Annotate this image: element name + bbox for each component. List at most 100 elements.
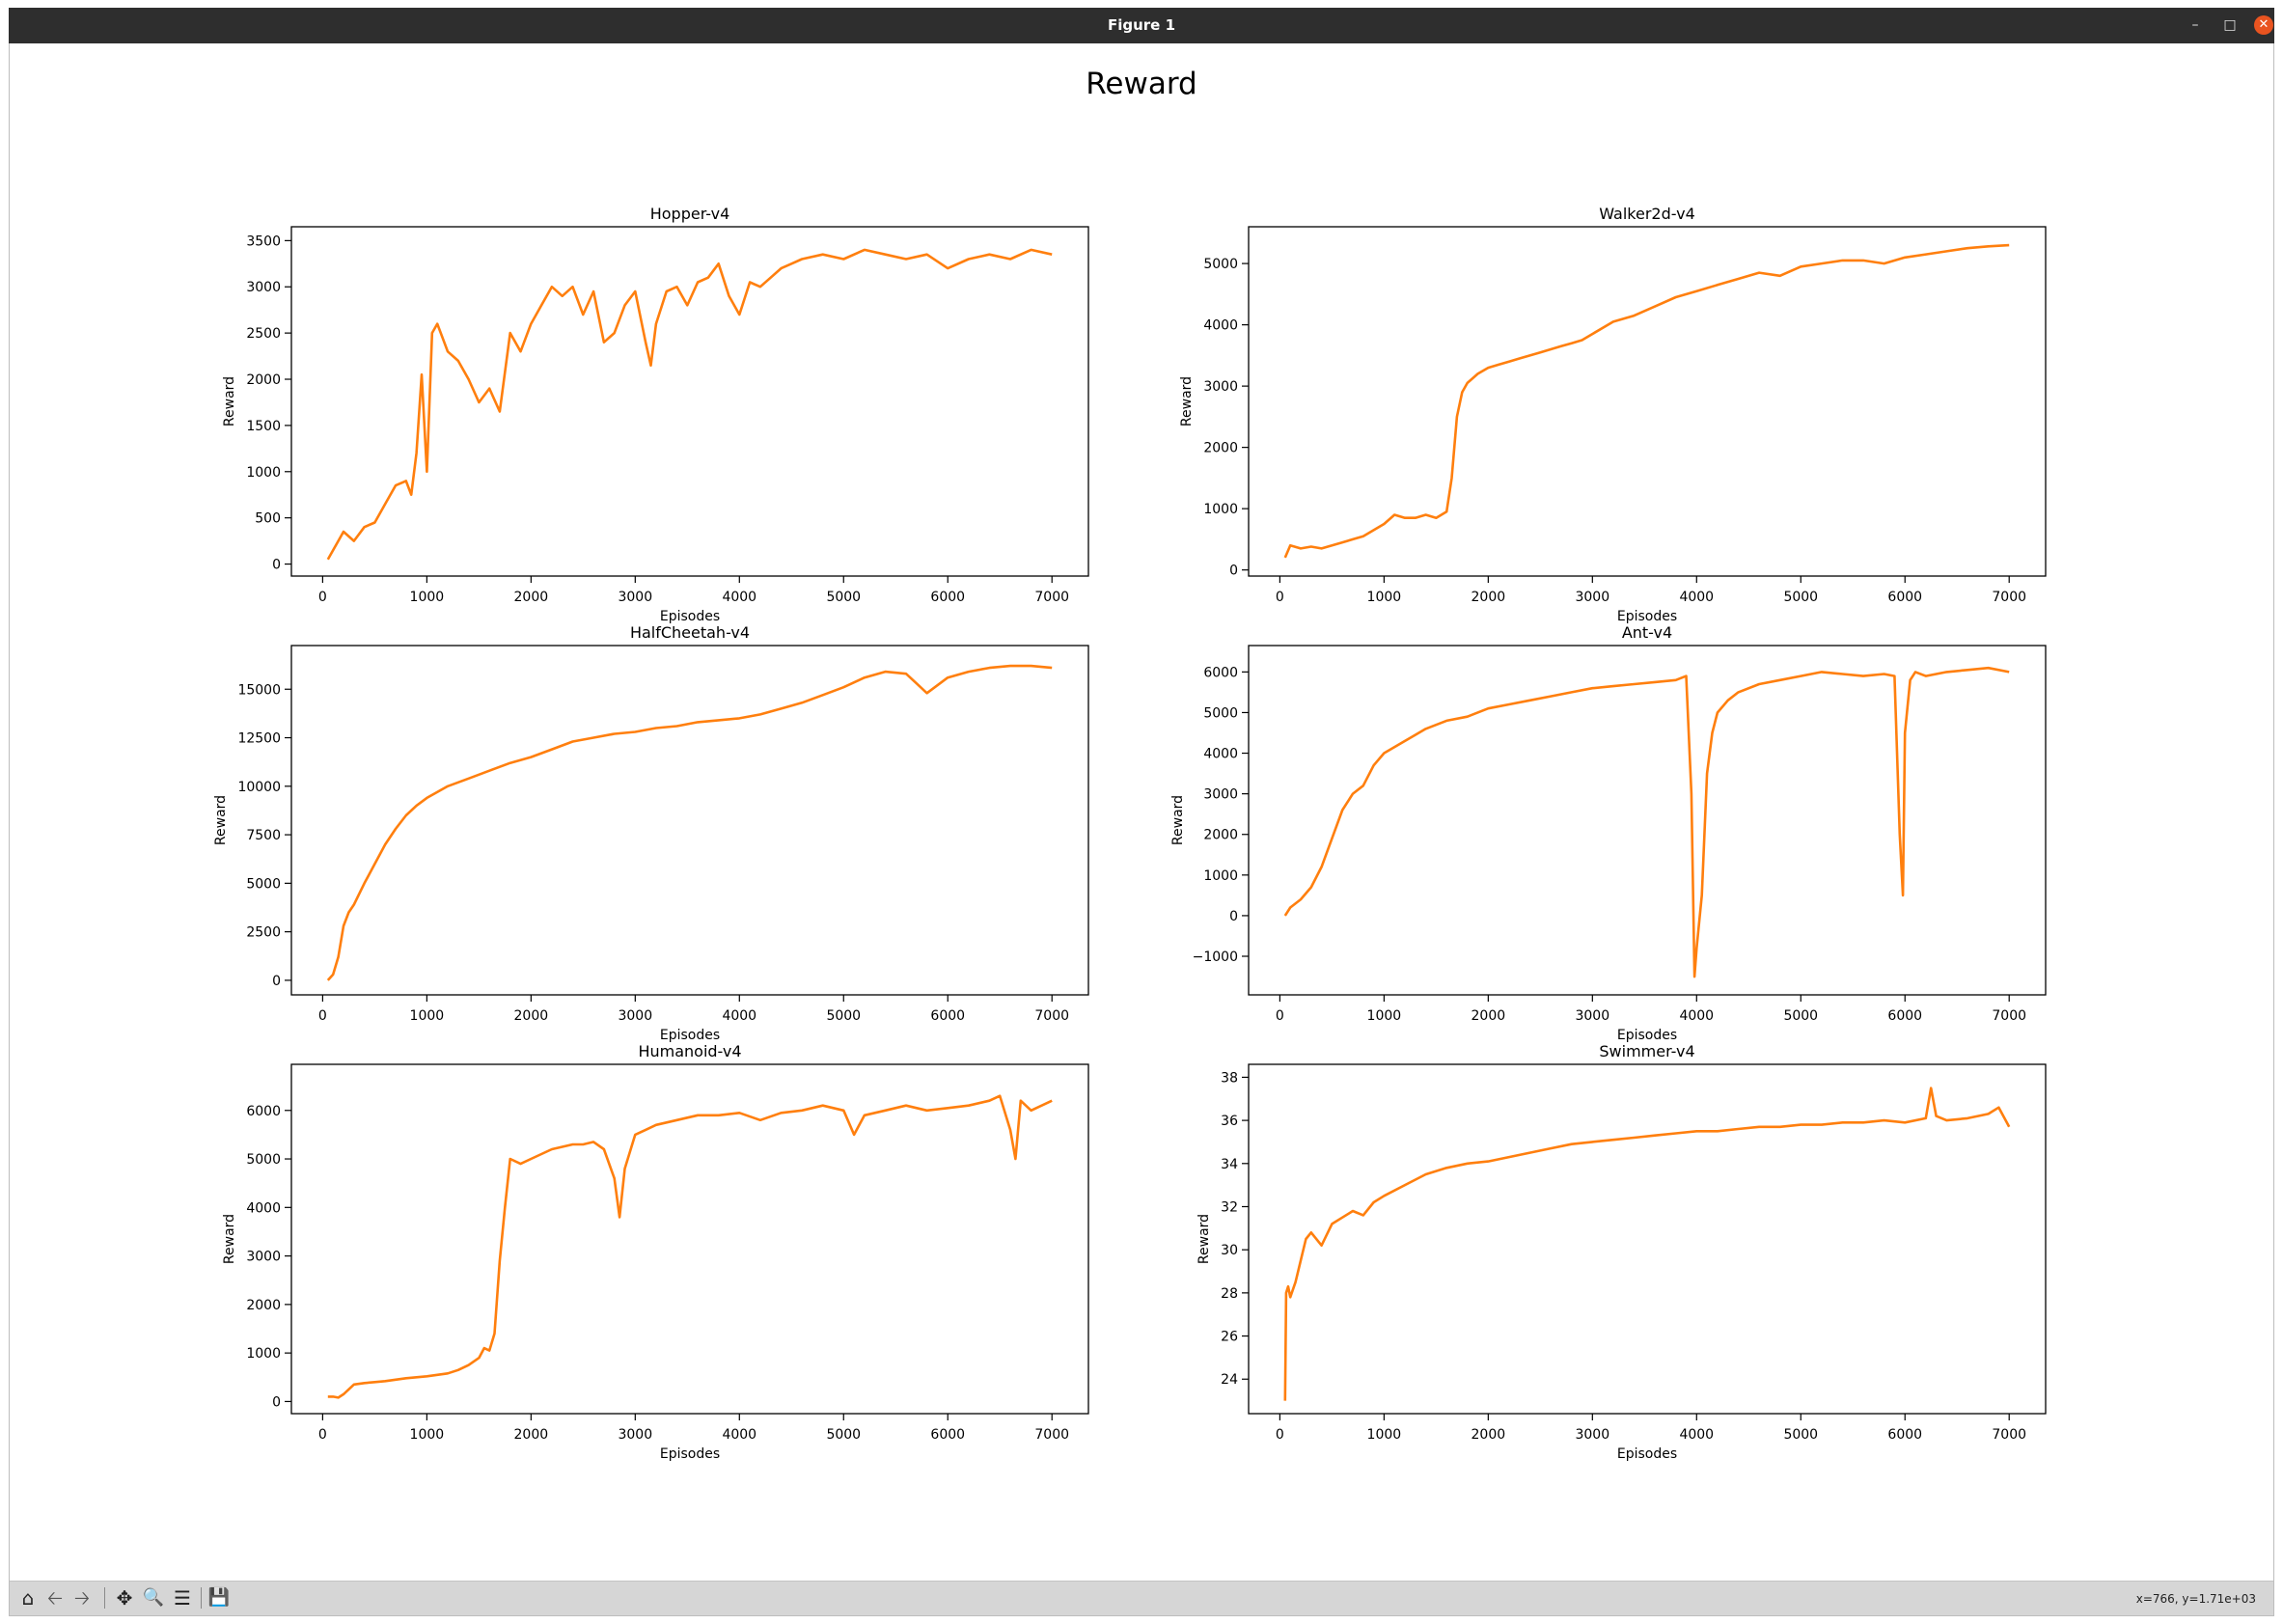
subplot-title: Humanoid-v4 [638,1042,741,1060]
x-axis-label: Episodes [660,1446,720,1462]
y-tick-label: 32 [1221,1199,1238,1215]
x-tick-label: 5000 [1783,590,1818,605]
x-tick-label: 2000 [514,590,549,605]
zoom-icon[interactable]: 🔍 [142,1587,165,1608]
y-tick-label: 2000 [246,372,281,388]
x-tick-label: 6000 [1887,590,1922,605]
y-tick-label: 12500 [237,731,281,747]
figure-svg: Reward 0 1000 2000 3000 4000 5000 6000 7000 0 500… [213,67,2047,1462]
y-tick-label: 2000 [246,1298,281,1313]
x-tick-label: 6000 [1887,1008,1922,1024]
x-tick-label: 6000 [930,1427,965,1443]
x-tick-label: 7000 [1034,590,1069,605]
y-tick-label: 15000 [237,682,281,698]
y-tick-label: 34 [1221,1157,1238,1172]
y-axis-label: Reward [222,376,237,427]
x-tick-label: 4000 [1679,1427,1714,1443]
series-line [1283,666,2010,978]
toolbar-separator [104,1587,105,1609]
y-tick-label: 1000 [246,465,281,481]
x-tick-label: 6000 [930,1008,965,1024]
subplot-walker2d-v4: 0 1000 2000 3000 4000 5000 6000 7000 0 1000 2000 30… [1179,205,2047,624]
y-axis-label: Reward [1197,1214,1212,1264]
x-tick-label: 5000 [826,590,861,605]
x-tick-label: 1000 [1367,1008,1402,1024]
navigation-toolbar: ⌂ 🡠 🡢 ✥ 🔍 ☰ 💾 x=766, y=1.71e+03 [10,1581,2273,1615]
subplot-swimmer-v4: 0 1000 2000 3000 4000 5000 6000 7000 24 26 28 30 32 3… [1197,1042,2047,1462]
back-icon[interactable]: 🡠 [46,1586,64,1610]
configure-subplots-icon[interactable]: ☰ [174,1586,191,1610]
title-bar[interactable]: Figure 1 – □ ✕ [9,8,2274,43]
x-tick-label: 3000 [618,590,652,605]
axes-frame [1248,226,2047,577]
y-tick-label: 4000 [1203,747,1238,762]
maximize-button[interactable]: □ [2223,17,2237,33]
series-line [326,248,1053,561]
x-tick-label: 4000 [1679,1008,1714,1024]
y-tick-label: 5000 [1203,705,1238,721]
y-tick-label: 5000 [246,1152,281,1168]
minimize-button[interactable]: – [2191,17,2199,33]
x-tick-label: 1000 [1367,1427,1402,1443]
y-tick-label: 6000 [1203,665,1238,680]
x-axis-label: Episodes [660,1028,720,1043]
subplot-title: Ant-v4 [1622,623,1672,642]
x-tick-label: 7000 [1992,1008,2026,1024]
close-button[interactable]: ✕ [2254,15,2273,35]
x-tick-label: 6000 [1887,1427,1922,1443]
cursor-coordinates: x=766, y=1.71e+03 [2135,1592,2256,1606]
y-tick-label: 0 [272,1394,281,1410]
y-tick-label: 5000 [1203,257,1238,272]
y-tick-label: 1000 [1203,502,1238,517]
y-tick-label: 2500 [246,326,281,342]
subplot-hopper-v4: 0 1000 2000 3000 4000 5000 6000 7000 0 500 1000 150… [222,205,1089,624]
forward-icon[interactable]: 🡢 [73,1586,91,1610]
x-tick-label: 4000 [1679,590,1714,605]
y-tick-label: 0 [1229,909,1238,924]
series-line [326,664,1053,981]
subplot-ant-v4: 0 1000 2000 3000 4000 5000 6000 7000 −1000 0 1000 2… [1170,623,2047,1043]
y-tick-label: 3000 [1203,379,1238,395]
x-tick-label: 1000 [410,1427,445,1443]
pan-icon[interactable]: ✥ [116,1586,133,1610]
x-tick-label: 4000 [722,1427,756,1443]
x-axis-label: Episodes [1617,1446,1677,1462]
x-tick-label: 4000 [722,1008,756,1024]
toolbar-separator [201,1587,202,1609]
y-axis-label: Reward [1179,376,1195,427]
x-tick-label: 0 [318,590,327,605]
x-tick-label: 3000 [1575,1008,1609,1024]
x-tick-label: 0 [1276,1008,1284,1024]
x-tick-label: 0 [1276,590,1284,605]
x-tick-label: 7000 [1992,590,2026,605]
y-tick-label: 4000 [1203,318,1238,334]
figure-suptitle: Reward [1086,67,1197,101]
y-tick-label: 7500 [246,828,281,843]
save-icon[interactable]: 💾 [207,1587,231,1608]
subplot-title: Hopper-v4 [650,205,730,223]
series-line [1283,1087,2011,1401]
figure-canvas[interactable]: Reward 0 1000 2000 3000 4000 5000 6000 7000 0 500… [10,43,2273,1581]
y-tick-label: 6000 [246,1104,281,1119]
subplot-title: Walker2d-v4 [1599,205,1695,223]
x-tick-label: 7000 [1992,1427,2026,1443]
y-tick-label: 28 [1221,1286,1238,1302]
subplot-halfcheetah-v4: 0 1000 2000 3000 4000 5000 6000 7000 0 2500 5000 75… [213,623,1089,1043]
y-axis-label: Reward [213,795,229,845]
series-line [1283,243,2010,559]
window-title: Figure 1 [1107,16,1176,34]
home-icon[interactable]: ⌂ [21,1586,35,1610]
axes-frame [290,1063,1089,1415]
y-tick-label: 4000 [246,1200,281,1216]
x-tick-label: 7000 [1034,1008,1069,1024]
x-tick-label: 3000 [618,1008,652,1024]
y-tick-label: 0 [272,558,281,573]
y-tick-label: 1000 [1203,868,1238,884]
y-tick-label: 0 [1229,564,1238,579]
x-tick-label: 4000 [722,590,756,605]
series-line [327,1094,1053,1399]
x-tick-label: 5000 [826,1427,861,1443]
y-tick-label: 3500 [246,234,281,249]
x-tick-label: 5000 [1783,1008,1818,1024]
x-tick-label: 7000 [1034,1427,1069,1443]
